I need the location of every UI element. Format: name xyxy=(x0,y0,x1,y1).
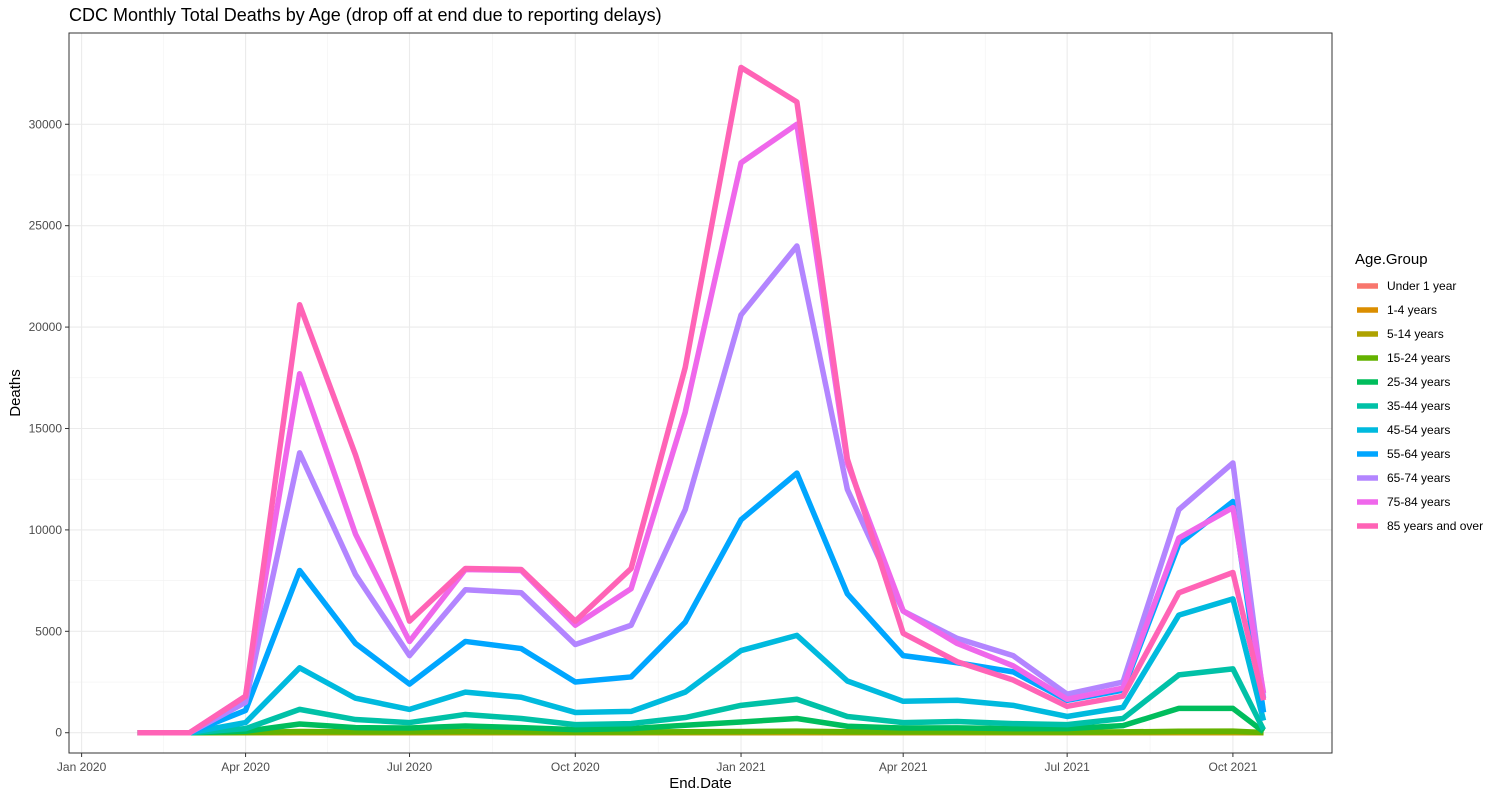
y-tick-label: 25000 xyxy=(29,219,63,233)
x-tick-label: Jul 2020 xyxy=(387,760,433,774)
y-tick-label: 15000 xyxy=(29,421,63,435)
series-line-8 xyxy=(137,243,1267,736)
legend-label-5: 35-44 years xyxy=(1387,399,1450,413)
x-tick-label: Oct 2020 xyxy=(551,760,600,774)
y-tick-label: 10000 xyxy=(29,523,63,537)
legend-label-6: 45-54 years xyxy=(1387,423,1450,437)
y-tick-label: 20000 xyxy=(29,320,63,334)
x-axis: Jan 2020 Apr 2020 Jul 2020 Oct 2020 Jan 2021… xyxy=(57,753,1258,774)
x-tick-label: Apr 2020 xyxy=(221,760,270,774)
series-line-4 xyxy=(137,705,1266,736)
y-axis: 0 5000 10000 15000 20000 25000 30000 xyxy=(29,117,69,740)
series-line-10 xyxy=(137,64,1267,736)
plot-border xyxy=(68,32,1333,754)
legend-title: Age.Group xyxy=(1355,251,1428,268)
x-tick-label: Apr 2021 xyxy=(879,760,928,774)
series-lines xyxy=(137,64,1267,736)
legend: Age.Group Under 1 year 1-4 years 5-14 year… xyxy=(1355,251,1483,533)
x-tick-label: Jan 2020 xyxy=(57,760,107,774)
x-tick-label: Oct 2021 xyxy=(1209,760,1258,774)
legend-label-3: 15-24 years xyxy=(1387,351,1450,365)
y-tick-label: 5000 xyxy=(35,624,62,638)
series-line-6 xyxy=(137,596,1267,736)
y-axis-title: Deaths xyxy=(7,369,24,417)
legend-label-10: 85 years and over xyxy=(1387,519,1483,533)
x-axis-title: End.Date xyxy=(669,775,732,792)
x-tick-label: Jan 2021 xyxy=(716,760,766,774)
legend-label-4: 25-34 years xyxy=(1387,375,1450,389)
series-line-9 xyxy=(137,121,1267,736)
legend-label-2: 5-14 years xyxy=(1387,327,1444,341)
legend-label-0: Under 1 year xyxy=(1387,279,1456,293)
y-tick-label: 0 xyxy=(55,726,62,740)
series-line-5 xyxy=(137,666,1266,736)
x-tick-label: Jul 2021 xyxy=(1044,760,1090,774)
y-tick-label: 30000 xyxy=(29,117,63,131)
legend-label-9: 75-84 years xyxy=(1387,495,1450,509)
legend-label-8: 65-74 years xyxy=(1387,471,1450,485)
legend-label-1: 1-4 years xyxy=(1387,303,1437,317)
series-line-3 xyxy=(137,728,1264,736)
legend-label-7: 55-64 years xyxy=(1387,447,1450,461)
chart-title: CDC Monthly Total Deaths by Age (drop of… xyxy=(69,5,662,25)
